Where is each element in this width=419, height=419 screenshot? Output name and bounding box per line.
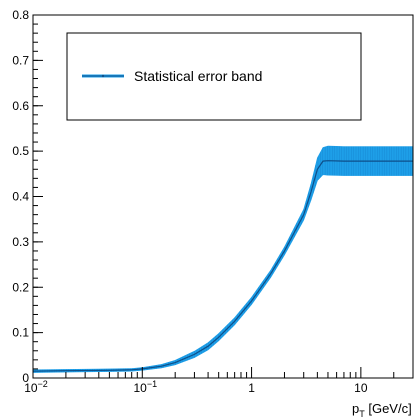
x-tick-label: 10−2: [24, 379, 48, 395]
legend-swatch-marker: [101, 74, 105, 78]
legend: Statistical error band: [66, 32, 362, 121]
y-tick-label: 0.4: [12, 190, 29, 204]
y-tick-label: 0.7: [12, 53, 29, 67]
svg-text:pT [GeV/c]: pT [GeV/c]: [352, 401, 412, 419]
y-tick-label: 0: [22, 371, 29, 385]
error-band-layer: [32, 145, 414, 373]
x-axis-title-sub: T: [359, 409, 365, 419]
x-axis-title-main: p: [352, 401, 359, 416]
y-tick-label: 0.8: [12, 8, 29, 22]
y-axis: 0 0.1 0.2 0.3 0.4 0.5 0.6 0.7 0.8: [12, 8, 43, 385]
x-tick-label: 10−1: [133, 379, 157, 395]
legend-label: Statistical error band: [134, 68, 262, 84]
y-tick-label: 0.1: [12, 326, 29, 340]
series-line-layer: [32, 160, 413, 372]
error-band: [32, 145, 414, 373]
x-axis-title-unit: [GeV/c]: [365, 401, 412, 416]
y-tick-label: 0.2: [12, 280, 29, 294]
x-axis-title: pT [GeV/c]: [352, 401, 412, 419]
y-tick-label: 0.6: [12, 99, 29, 113]
series-line: [32, 160, 413, 372]
y-tick-label: 0.5: [12, 144, 29, 158]
x-axis: 10−2 10−1 1 10: [24, 367, 414, 395]
x-tick-label: 1: [248, 381, 255, 395]
y-tick-label: 0.3: [12, 235, 29, 249]
x-tick-label: 10: [354, 381, 368, 395]
